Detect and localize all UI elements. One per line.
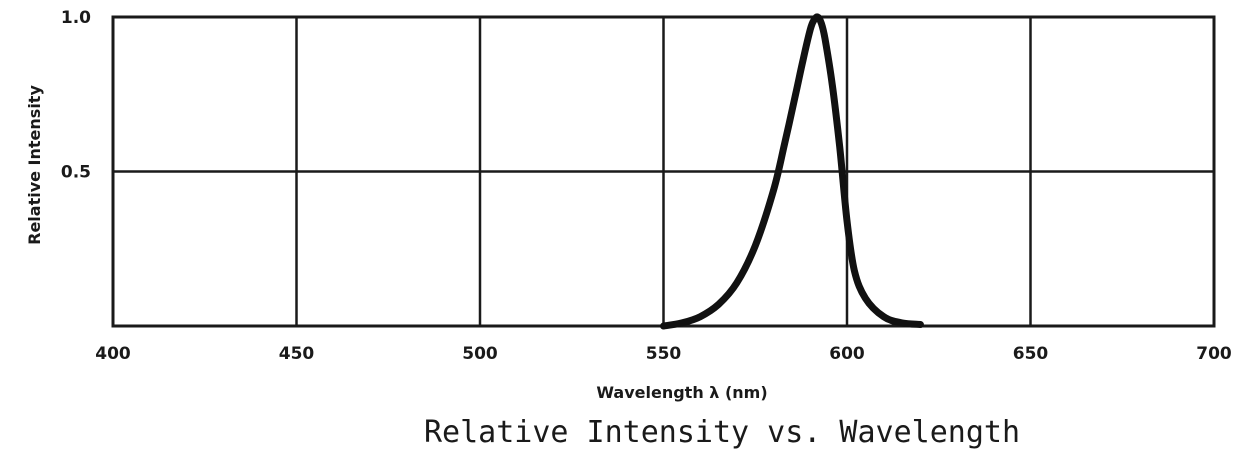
x-tick-labels: 400 450 500 550 600 650 700 [95,344,1232,364]
x-tick-label: 650 [1013,344,1049,364]
intensity-curve [660,13,924,330]
x-tick-label: 550 [646,344,682,364]
x-tick-label: 700 [1196,344,1232,364]
x-axis-label: Wavelength λ (nm) [596,383,767,402]
grid-lines [111,15,1216,326]
chart-title: Relative Intensity vs. Wavelength [424,415,1020,450]
x-tick-label: 400 [95,344,131,364]
x-tick-label: 600 [829,344,865,364]
y-axis-label: Relative Intensity [25,85,44,245]
y-tick-label: 1.0 [61,8,91,28]
y-tick-labels: 0.5 1.0 [61,8,91,183]
y-tick-label: 0.5 [61,163,91,183]
x-tick-label: 450 [279,344,315,364]
x-tick-label: 500 [462,344,498,364]
